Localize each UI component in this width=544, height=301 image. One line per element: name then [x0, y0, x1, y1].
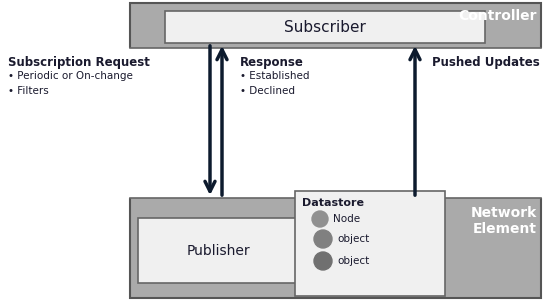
Text: Controller: Controller [459, 9, 537, 23]
Bar [130, 3, 541, 298]
Text: • Established: • Established [240, 71, 310, 81]
Circle shape [314, 252, 332, 270]
Text: • Declined: • Declined [240, 86, 295, 96]
Text: Subscription Request: Subscription Request [8, 56, 150, 69]
FancyBboxPatch shape [138, 218, 298, 283]
Text: Pushed Updates: Pushed Updates [432, 56, 540, 69]
FancyBboxPatch shape [295, 191, 445, 296]
Bar [0, 48, 544, 198]
Circle shape [314, 230, 332, 248]
Text: Datastore: Datastore [302, 198, 364, 208]
Text: Response: Response [240, 56, 304, 69]
Text: Network
Element: Network Element [471, 206, 537, 236]
Text: object: object [337, 234, 369, 244]
Text: Node: Node [333, 214, 360, 224]
Text: Publisher: Publisher [186, 244, 250, 258]
Text: object: object [337, 256, 369, 266]
Circle shape [312, 211, 328, 227]
FancyBboxPatch shape [165, 11, 485, 43]
Text: • Filters: • Filters [8, 86, 49, 96]
Text: Subscriber: Subscriber [284, 20, 366, 35]
Text: • Periodic or On-change: • Periodic or On-change [8, 71, 133, 81]
